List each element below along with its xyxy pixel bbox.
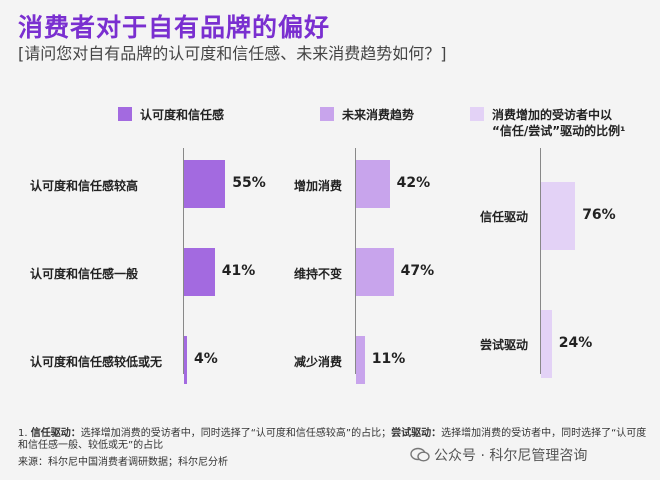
footnote: 1. 信任驱动：选择增加消费的受访者中，同时选择了“认可度和信任感较高”的占比；… [18,428,648,452]
category-label: 减少消费 [294,355,343,369]
data-label: 11% [371,351,406,367]
legend-label-driver-line1: 消费增加的受访者中以 [492,108,613,122]
legend-driver: 消费增加的受访者中以 “信任/尝试”驱动的比例¹ [470,106,655,140]
data-label: 42% [396,175,431,191]
axis-trust [183,148,184,374]
category-label: 维持不变 [294,267,343,281]
bar-driver [541,182,576,250]
footnote-term-trial: 尝试驱动： [391,428,442,439]
footnote-text-trust: 选择增加消费的受访者中，同时选择了“认可度和信任感较高”的占比； [80,428,392,439]
category-label: 尝试驱动 [480,338,529,352]
legend-swatch-driver [470,107,484,121]
bar-trust [184,336,187,384]
bar-driver [541,310,552,378]
page-subtitle: [请问您对自有品牌的认可度和信任感、未来消费趋势如何？] [18,44,447,63]
data-label: 41% [221,263,256,279]
bar-trend [356,160,390,208]
legend-trust: 认可度和信任感 [118,106,278,124]
data-label: 55% [232,175,266,191]
category-label: 认可度和信任感较高 [30,179,139,193]
footnote-text-trial: 选择增加消费的受访者中，同时选择了“认可度和信任感一般、较低或无”的占比 [18,428,647,451]
legend-swatch-trend [320,107,334,121]
axis-trend [355,148,356,374]
footnote-number: 1. [18,428,28,439]
watermark-text: 公众号 · 科尔尼管理咨询 [434,448,588,464]
category-label: 信任驱动 [480,210,529,224]
data-label: 4% [194,351,218,367]
footnote-term-trust: 信任驱动： [30,428,81,439]
legend-label-trend: 未来消费趋势 [342,108,415,122]
bar-trend [356,336,365,384]
category-label: 增加消费 [294,179,343,193]
source-note: 来源：科尔尼中国消费者调研数据；科尔尼分析 [18,457,228,468]
legend-swatch-trust [118,107,132,121]
category-label: 认可度和信任感较低或无 [30,355,163,369]
bar-trust [184,248,215,296]
page-title: 消费者对于自有品牌的偏好 [18,13,331,42]
legend-label-driver-line2: “信任/尝试”驱动的比例¹ [492,124,626,138]
legend-trend: 未来消费趋势 [320,106,460,124]
bar-trust [184,160,226,208]
bar-trend [356,248,394,296]
data-label: 47% [400,263,435,279]
data-label: 76% [582,207,616,223]
data-label: 24% [558,335,593,351]
wechat-icon [410,447,430,462]
axis-driver [540,148,541,374]
legend-label-trust: 认可度和信任感 [140,108,225,122]
watermark: 公众号 · 科尔尼管理咨询 [410,445,587,465]
category-label: 认可度和信任感一般 [30,267,139,281]
